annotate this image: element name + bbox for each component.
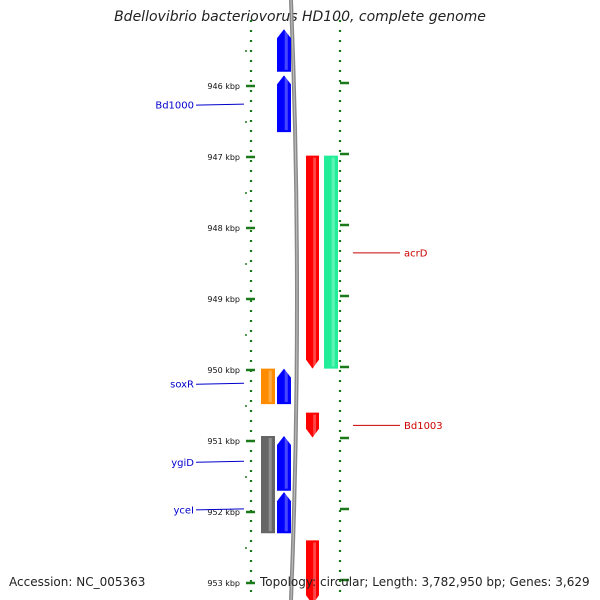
feature-shine	[268, 370, 272, 403]
gene-label-acrD: acrD	[353, 248, 428, 259]
feature-body	[261, 368, 275, 405]
feature-forward-8	[277, 436, 291, 491]
genome-backbone-highlight	[290, 0, 298, 600]
gene-label-ygiD: ygiD	[171, 458, 245, 469]
feature-shine	[313, 157, 317, 367]
feature-body	[306, 412, 319, 438]
feature-shine	[331, 157, 335, 367]
feature-shine	[284, 438, 288, 489]
feature-forward_outer-4	[261, 368, 275, 405]
feature-forward-1	[277, 75, 291, 133]
feature-reverse-6	[306, 412, 319, 438]
feature-reverse-2	[306, 155, 319, 369]
backbone-track	[289, 0, 299, 600]
genome-summary-text: Topology: circular; Length: 3,782,950 bp…	[260, 575, 590, 589]
feature-forward_outer-7	[261, 436, 275, 534]
ruler-tick-label: 950 kbp	[207, 366, 240, 375]
ruler-tick-label: 951 kbp	[207, 437, 240, 446]
feature-body	[277, 368, 291, 405]
ruler-tick-label: 952 kbp	[207, 508, 240, 517]
gene-label-soxR: soxR	[170, 380, 245, 391]
feature-shine	[313, 542, 317, 600]
genome-title: Bdellovibrio bacteriovorus HD100, comple…	[114, 9, 486, 25]
gene-label-Bd1003: Bd1003	[353, 421, 443, 432]
feature-body	[306, 155, 319, 369]
ruler-ticks: 946 kbp 947 kbp 948 kbp 949 kbp 950 kbp 951 k…	[207, 81, 349, 588]
ruler-tick-label: 949 kbp	[207, 295, 240, 304]
gene-label-leader	[195, 103, 245, 106]
feature-reverse-10	[306, 540, 319, 600]
feature-shine	[284, 31, 288, 70]
gene-label-yceI: yceI	[173, 505, 245, 516]
feature-rna-3	[324, 155, 338, 369]
ruler-dot-tracks	[245, 20, 342, 600]
feature-body	[261, 436, 275, 534]
ruler-tick-label: 947 kbp	[207, 153, 240, 162]
gene-label-text: ygiD	[171, 458, 194, 469]
feature-body	[277, 436, 291, 491]
feature-body	[306, 540, 319, 600]
feature-forward-0	[277, 29, 291, 72]
gene-label-text: yceI	[173, 505, 194, 516]
ruler-tick-label: 953 kbp	[207, 579, 240, 588]
feature-forward-5	[277, 368, 291, 405]
feature-body	[277, 75, 291, 133]
feature-body	[277, 492, 291, 534]
feature-forward-9	[277, 492, 291, 534]
gene-label-text: Bd1003	[404, 421, 443, 432]
feature-body	[324, 155, 338, 369]
gene-label-leader	[195, 382, 245, 385]
feature-tracks	[261, 29, 338, 600]
gene-label-leader	[195, 508, 245, 511]
ruler-tick-label: 948 kbp	[207, 224, 240, 233]
accession-text: Accession: NC_005363	[9, 575, 146, 589]
feature-shine	[284, 370, 288, 403]
feature-shine	[268, 438, 272, 532]
ruler-tick-label: 946 kbp	[207, 82, 240, 91]
gene-labels: Bd1000 soxR ygiD yceI acrD Bd1003	[155, 101, 442, 517]
gene-label-leader	[195, 460, 245, 463]
feature-shine	[284, 494, 288, 532]
gene-label-text: soxR	[170, 380, 194, 391]
feature-shine	[284, 77, 288, 131]
feature-shine	[313, 414, 317, 436]
gene-label-Bd1000: Bd1000	[155, 101, 245, 112]
gene-label-text: Bd1000	[155, 101, 194, 112]
gene-label-text: acrD	[404, 248, 428, 259]
feature-body	[277, 29, 291, 72]
